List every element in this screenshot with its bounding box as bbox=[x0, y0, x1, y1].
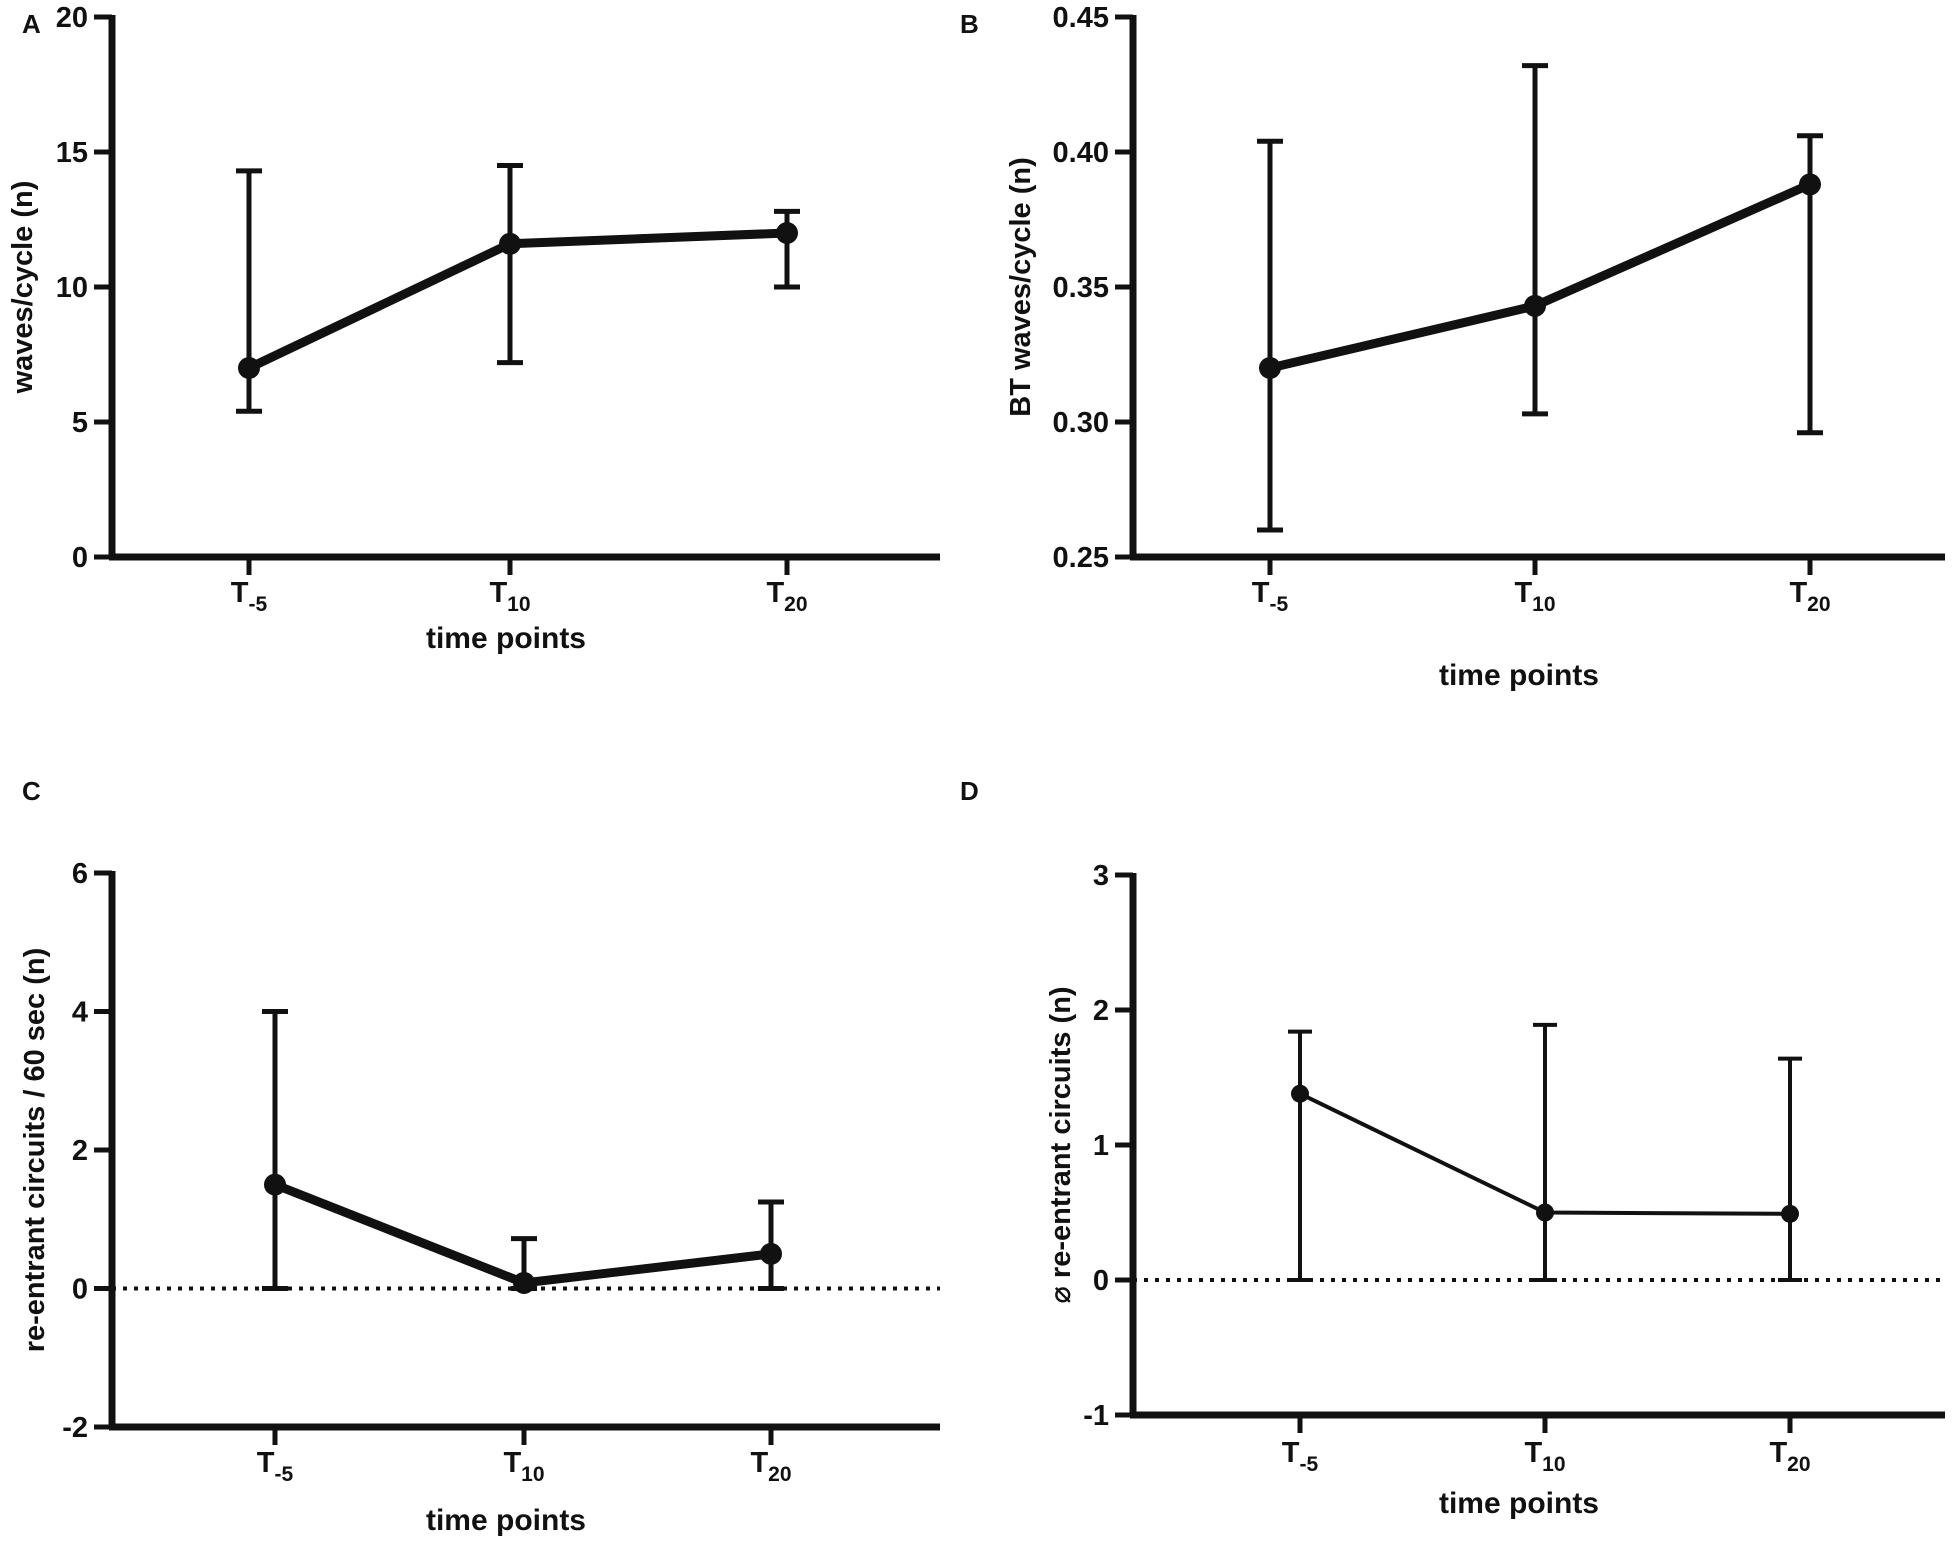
y-tick-label: -2 bbox=[62, 1412, 88, 1444]
x-tick-label: T-5 bbox=[231, 577, 268, 616]
error-bar bbox=[262, 1009, 288, 1291]
panel-label: A bbox=[22, 9, 41, 39]
data-point bbox=[1781, 1204, 1799, 1223]
data-point bbox=[1291, 1084, 1309, 1103]
y-tick-label: 0.35 bbox=[1053, 272, 1109, 304]
y-axis-title: waves/cycle (n) bbox=[7, 181, 39, 395]
x-tick-label: T20 bbox=[750, 1447, 791, 1486]
y-tick-label: 0.25 bbox=[1053, 542, 1109, 574]
error-bar bbox=[1288, 1029, 1312, 1282]
panel-label: D bbox=[960, 776, 979, 806]
y-tick-label: 0 bbox=[1093, 1265, 1109, 1297]
y-tick-label: 5 bbox=[72, 407, 88, 439]
x-tick-label: T-5 bbox=[257, 1447, 294, 1486]
data-point bbox=[760, 1242, 782, 1265]
data-point bbox=[513, 1271, 535, 1294]
panel-label: C bbox=[22, 776, 41, 806]
y-tick-label: 1 bbox=[1093, 1130, 1109, 1162]
error-bar bbox=[1533, 1022, 1557, 1282]
x-tick-label: T-5 bbox=[1252, 577, 1289, 616]
y-tick-label: 0 bbox=[72, 1274, 88, 1306]
y-tick-label: 0.40 bbox=[1053, 137, 1109, 169]
y-tick-label: 10 bbox=[56, 272, 88, 304]
y-tick-label: -1 bbox=[1083, 1400, 1109, 1432]
x-tick-label: T10 bbox=[503, 1447, 544, 1486]
data-point bbox=[1259, 357, 1281, 379]
y-axis-title: ⌀ re-entrant circuits (n) bbox=[1045, 986, 1077, 1303]
data-point bbox=[1799, 173, 1821, 196]
error-bar bbox=[1522, 63, 1548, 417]
y-tick-label: 20 bbox=[56, 2, 88, 34]
error-bar bbox=[1257, 138, 1283, 533]
data-point bbox=[776, 222, 798, 244]
y-tick-label: 2 bbox=[72, 1135, 88, 1167]
data-point bbox=[1524, 294, 1546, 317]
x-tick-label: T-5 bbox=[1282, 1437, 1319, 1476]
x-tick-label: T10 bbox=[489, 577, 530, 616]
panel-a: A 0 5 10 15 20 T-5 T10 T20 time points waves/cycle… bbox=[7, 2, 940, 655]
x-tick-label: T10 bbox=[1514, 577, 1555, 616]
series-line bbox=[1268, 180, 1812, 373]
series-line bbox=[247, 228, 788, 373]
x-axis-title: time points bbox=[1439, 659, 1599, 692]
y-tick-label: 6 bbox=[72, 858, 88, 890]
error-bar bbox=[497, 163, 523, 366]
data-point bbox=[499, 232, 521, 255]
y-tick-label: 0.45 bbox=[1053, 2, 1109, 34]
data-point bbox=[264, 1173, 286, 1196]
x-tick-label: T20 bbox=[1769, 1437, 1810, 1476]
error-bar bbox=[1778, 1056, 1802, 1282]
panel-label: B bbox=[960, 9, 979, 39]
data-point bbox=[238, 357, 260, 379]
y-tick-label: 15 bbox=[56, 137, 88, 169]
panel-d: D -1 0 1 2 3 T-5 T10 T20 time points ⌀ re-entrant … bbox=[960, 776, 1945, 1520]
y-axis-title: BT waves/cycle (n) bbox=[1005, 157, 1037, 417]
y-tick-label: 0.30 bbox=[1053, 407, 1109, 439]
x-axis-title: time points bbox=[426, 622, 586, 655]
panel-c: C -2 0 2 4 6 T-5 T10 T20 time points re-entrant ci… bbox=[19, 776, 940, 1537]
x-tick-label: T10 bbox=[1524, 1437, 1565, 1476]
data-point bbox=[1536, 1203, 1554, 1222]
panel-b: B 0.25 0.30 0.35 0.40 0.45 T-5 T10 T20 time point… bbox=[960, 2, 1945, 692]
x-axis-title: time points bbox=[426, 1504, 586, 1537]
y-tick-label: 4 bbox=[72, 997, 88, 1029]
y-tick-label: 3 bbox=[1093, 860, 1109, 892]
y-axis-title: re-entrant circuits / 60 sec (n) bbox=[19, 948, 51, 1353]
y-tick-label: 2 bbox=[1093, 995, 1109, 1027]
x-axis-title: time points bbox=[1439, 1487, 1599, 1520]
x-tick-label: T20 bbox=[766, 577, 807, 616]
x-tick-label: T20 bbox=[1789, 577, 1830, 616]
y-tick-label: 0 bbox=[72, 542, 88, 574]
